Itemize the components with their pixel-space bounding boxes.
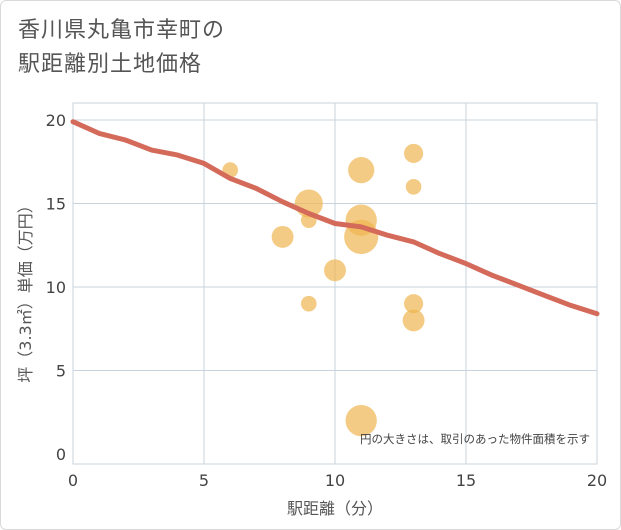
trend-line	[70, 119, 600, 317]
tick-labels: 0 5 10 15 20 0 5 10 15 20	[46, 111, 608, 490]
bubble-size-note: 円の大きさは、取引のあった物件面積を示す	[360, 432, 590, 446]
x-tick-label: 20	[587, 471, 607, 490]
trend-layer	[70, 119, 600, 317]
y-tick-label: 0	[56, 445, 66, 464]
x-tick-label: 5	[199, 471, 209, 490]
data-bubble	[345, 404, 377, 437]
data-bubble	[301, 295, 317, 312]
y-tick-label: 5	[56, 362, 66, 381]
data-bubble	[402, 309, 425, 332]
data-bubble	[404, 294, 424, 314]
data-bubble	[271, 225, 294, 248]
x-tick-label: 15	[456, 471, 476, 490]
data-bubble	[405, 179, 422, 195]
y-tick-label: 15	[46, 195, 66, 214]
title-line-1: 香川県丸亀市幸町の	[18, 18, 226, 43]
y-tick-label: 20	[46, 111, 66, 130]
data-bubble	[348, 156, 375, 184]
data-bubble	[324, 259, 346, 282]
page-title: 香川県丸亀市幸町の 駅距離別土地価格	[18, 14, 225, 82]
y-axis-label: 坪（3.3㎡）単価（万円）	[16, 197, 35, 382]
y-tick-label: 10	[46, 278, 66, 297]
title-line-2: 駅距離別土地価格	[18, 52, 203, 77]
x-tick-label: 0	[68, 471, 78, 490]
x-axis-label: 駅距離（分）	[287, 499, 383, 518]
data-bubble	[404, 143, 424, 163]
x-tick-label: 10	[325, 471, 345, 490]
